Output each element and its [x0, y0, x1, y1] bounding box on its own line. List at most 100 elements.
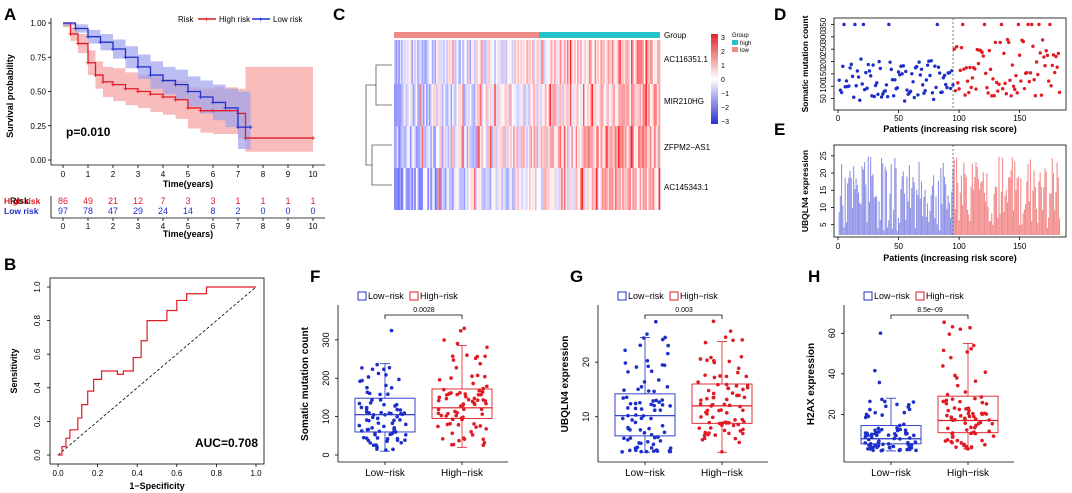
box-point	[873, 443, 877, 447]
box-point	[730, 391, 735, 395]
heatmap-cell	[649, 40, 652, 84]
scatter-point	[908, 89, 913, 93]
heatmap-cell	[577, 126, 579, 168]
box-point	[657, 400, 662, 404]
expression-bar	[959, 192, 961, 235]
heatmap-cell	[550, 40, 553, 84]
box-point	[622, 436, 626, 441]
box-point	[464, 394, 468, 399]
box-point	[906, 405, 910, 409]
expression-bar	[902, 171, 904, 235]
box-point	[955, 438, 960, 443]
box-point	[947, 332, 952, 336]
km-xtick-label: 6	[211, 170, 216, 179]
heatmap-cell	[559, 84, 562, 126]
box-point	[477, 388, 481, 393]
scatter-xticks: 0 50 100 150	[836, 110, 1027, 123]
heatmap-cell	[571, 168, 574, 210]
scatter-point	[1032, 78, 1036, 82]
box-point	[480, 389, 485, 394]
heatmap-cell	[488, 84, 491, 126]
heatmap-cell	[475, 126, 478, 168]
expression-bar	[1017, 176, 1019, 235]
heatmap-cell	[574, 126, 576, 168]
heatmap-cell	[537, 40, 540, 84]
risk-xtick-label: 4	[161, 222, 166, 231]
roc-curve	[58, 286, 256, 456]
heatmap-cell	[612, 40, 614, 84]
heatmap-cell	[600, 126, 603, 168]
heatmap-cell	[401, 168, 404, 210]
heatmap-cell	[508, 84, 511, 126]
box-point	[647, 426, 651, 431]
heatmap-cell	[548, 126, 550, 168]
heatmap-cell	[487, 168, 489, 210]
scatter-point	[891, 94, 896, 98]
heatmap-cell	[633, 168, 636, 210]
heatmap-cell	[500, 126, 502, 168]
box-body	[614, 393, 676, 437]
km-legend-high: High risk	[219, 15, 251, 24]
expression-bar	[1042, 209, 1044, 235]
scatter-point	[1030, 22, 1034, 27]
box-point	[660, 337, 665, 342]
roc-ytick-label: 0.0	[33, 449, 42, 461]
heatmap-cell	[569, 126, 572, 168]
expression-bar	[895, 168, 897, 235]
heatmap-cell	[537, 126, 540, 168]
heatmap-cell	[619, 40, 622, 84]
heatmap-cell	[523, 126, 526, 168]
heatmap-cell	[548, 40, 550, 84]
heatmap-cell	[460, 40, 463, 84]
heatmap-cell	[651, 84, 654, 126]
scatter-point	[944, 82, 948, 87]
heatmap-cell	[450, 40, 453, 84]
box-point	[718, 374, 722, 378]
km-xtick-label: 9	[286, 170, 291, 179]
heatmap-cell	[434, 168, 437, 210]
heatmap-cell	[452, 168, 454, 210]
box-point	[953, 373, 957, 378]
risk-xtick-label: 9	[286, 222, 291, 231]
expression-bar	[871, 176, 873, 235]
heatmap-cell	[590, 168, 592, 210]
box-point	[703, 340, 708, 345]
heatmap-cell	[537, 168, 540, 210]
box-point	[389, 328, 394, 333]
heatmap-cell	[443, 84, 446, 126]
km-ytick-label: 0.00	[30, 156, 46, 165]
box-point	[738, 429, 743, 433]
expression-bar	[945, 184, 947, 235]
heatmap-row-1: AC116351.1	[664, 55, 708, 64]
heatmap-cell	[478, 40, 481, 84]
heatmap-cell	[584, 126, 587, 168]
heatmap-cell	[556, 40, 559, 84]
heatmap-cell	[638, 168, 640, 210]
expression-bar	[996, 187, 998, 235]
heatmap-cell	[536, 40, 539, 84]
heatmap-cell	[582, 40, 585, 84]
scatter-ytick-label: 150	[819, 67, 828, 81]
box-point	[634, 413, 638, 417]
box-point	[711, 391, 716, 396]
heatmap-cell	[558, 126, 561, 168]
heatmap-cell	[588, 168, 591, 210]
box-point	[883, 399, 887, 404]
heatmap-cell	[475, 168, 478, 210]
heatmap-cell	[598, 40, 601, 84]
box-point	[911, 400, 916, 404]
scatter-point	[1051, 53, 1056, 57]
expression-bar	[939, 230, 941, 235]
heatmap-cell	[604, 126, 607, 168]
box-point	[389, 386, 394, 390]
box-point	[446, 411, 450, 416]
heatmap-cell	[399, 40, 402, 84]
box-point	[969, 425, 973, 430]
heatmap-cell	[593, 40, 595, 84]
heatmap-cell	[580, 84, 582, 126]
expression-bar	[1029, 159, 1032, 235]
heatmap-cell	[412, 84, 415, 126]
heatmap-cell	[582, 168, 585, 210]
box-point	[456, 423, 461, 427]
